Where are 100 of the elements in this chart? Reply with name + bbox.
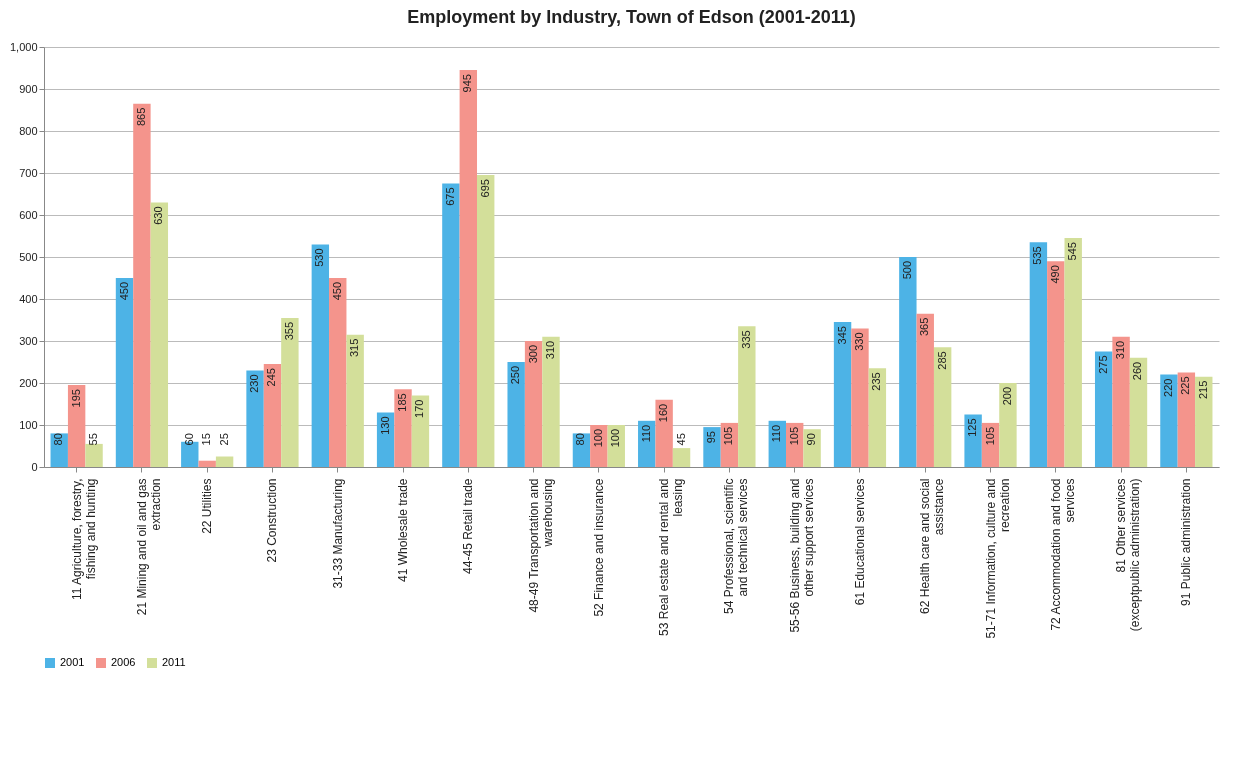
data-label: 250: [509, 366, 522, 385]
bar: [1195, 376, 1213, 467]
bar: [246, 370, 264, 467]
bar: [411, 395, 430, 467]
x-tick-label: 23 Construction: [265, 478, 280, 563]
chart-title: Employment by Industry, Town of Edson (2001-2011): [407, 7, 856, 27]
bar: [672, 448, 691, 467]
data-label: 105: [787, 426, 800, 446]
y-tick-label: 300: [19, 334, 38, 347]
data-label: 15: [200, 433, 213, 446]
data-label: 865: [134, 107, 147, 127]
bar: [703, 427, 721, 467]
legend-label: 2001: [60, 656, 85, 668]
legend-label: 2006: [111, 656, 136, 668]
bar: [1160, 374, 1178, 467]
bar: [899, 257, 917, 467]
data-label: 530: [313, 248, 326, 267]
bar: [281, 317, 299, 467]
data-label: 310: [1114, 340, 1127, 360]
bar: [851, 328, 869, 467]
bar: [459, 70, 478, 467]
data-label: 100: [591, 429, 604, 448]
data-label: 105: [983, 426, 996, 446]
data-label: 80: [52, 433, 65, 446]
bar: [1177, 372, 1196, 467]
data-label: 330: [852, 332, 865, 351]
bar: [215, 456, 234, 467]
bar: [964, 414, 982, 467]
bar: [329, 278, 347, 467]
data-label: 500: [900, 261, 913, 280]
bar: [311, 244, 330, 467]
legend-label: 2011: [162, 656, 186, 668]
data-label: 450: [330, 282, 343, 301]
x-tick-label: 91 Public administration: [1179, 478, 1194, 606]
bar: [803, 429, 821, 467]
y-tick-label: 800: [19, 124, 38, 137]
data-label: 310: [543, 340, 556, 360]
data-label: 220: [1161, 378, 1174, 397]
bar: [738, 326, 756, 467]
bar: [868, 368, 887, 467]
y-tick-label: 500: [19, 250, 38, 263]
data-label: 345: [835, 326, 848, 345]
bar: [263, 364, 282, 467]
bar: [1029, 242, 1048, 467]
bar: [150, 202, 169, 467]
bar: [590, 425, 608, 467]
data-label: 535: [1031, 246, 1044, 265]
bar: [1094, 351, 1113, 467]
x-tick-label: 72 Accommodation and food services: [1048, 478, 1077, 631]
x-tick-label: 81 Other services (exceptpublic administration): [1114, 478, 1143, 632]
x-tick-label: 62 Health care and social assistance: [918, 478, 947, 614]
x-tick-label: 52 Finance and insurance: [591, 478, 606, 617]
data-label: 545: [1066, 242, 1079, 261]
data-label: 215: [1196, 380, 1209, 400]
bar: [477, 175, 495, 467]
data-label: 95: [705, 431, 718, 444]
data-label: 110: [639, 424, 652, 443]
data-label: 365: [918, 317, 931, 337]
x-tick-label: 44-45 Retail trade: [461, 478, 476, 574]
data-label: 80: [574, 433, 587, 446]
data-label: 630: [152, 206, 165, 225]
data-label: 245: [265, 368, 278, 387]
bar: [115, 278, 134, 467]
data-label: 945: [461, 74, 474, 93]
data-label: 235: [870, 372, 883, 391]
y-tick-label: 600: [19, 208, 38, 221]
data-label: 260: [1131, 361, 1144, 381]
bar: [394, 389, 412, 467]
data-label: 105: [722, 426, 735, 446]
data-label: 275: [1096, 355, 1109, 374]
data-label: 100: [609, 429, 622, 448]
x-tick-label: 11 Agriculture, forestry, fishing and hunting: [69, 478, 98, 601]
data-label: 185: [396, 393, 409, 412]
bar: [346, 334, 364, 467]
y-tick-label: 900: [19, 82, 38, 95]
bar: [133, 103, 151, 467]
bar: [1064, 238, 1082, 467]
x-tick-label: 22 Utilities: [200, 478, 215, 534]
data-label: 225: [1179, 376, 1192, 395]
bar: [524, 341, 543, 467]
data-label: 490: [1048, 265, 1061, 284]
bar: [542, 336, 560, 467]
data-label: 60: [182, 433, 195, 446]
y-tick-label: 100: [19, 418, 38, 431]
bar: [1129, 357, 1148, 467]
data-label: 55: [87, 433, 100, 446]
data-label: 90: [805, 433, 818, 446]
y-tick-label: 1,000: [9, 40, 38, 53]
data-label: 25: [217, 433, 230, 446]
data-label: 675: [443, 187, 456, 206]
bar: [1047, 261, 1065, 467]
bar: [85, 443, 103, 467]
data-label: 130: [378, 416, 391, 435]
x-tick-label: 53 Real estate and rental and leasing: [657, 478, 686, 636]
data-label: 160: [657, 403, 670, 423]
data-label: 695: [478, 179, 491, 198]
data-label: 335: [739, 330, 752, 349]
data-label: 230: [248, 374, 261, 393]
x-tick-label: 41 Wholesale trade: [396, 478, 411, 582]
y-tick-label: 700: [19, 166, 38, 179]
